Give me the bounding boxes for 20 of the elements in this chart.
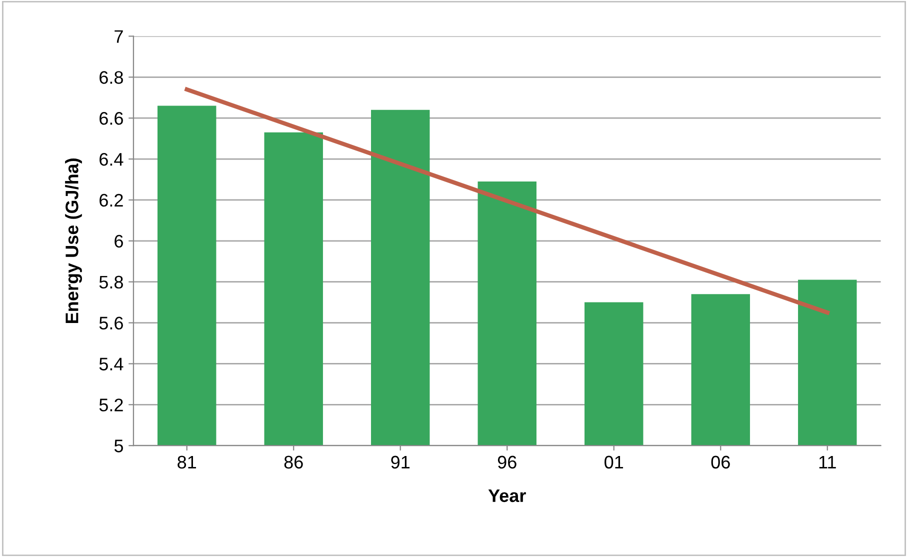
x-tick-label: 86 bbox=[284, 456, 303, 469]
x-tick-label: 11 bbox=[819, 456, 836, 468]
y-tick-label: 6.8 bbox=[100, 71, 123, 84]
y-tick-label: 5.6 bbox=[99, 316, 123, 330]
y-tick-label: 5.8 bbox=[99, 276, 123, 289]
x-tick-label: 96 bbox=[498, 456, 516, 469]
y-tick-label: 5.2 bbox=[99, 398, 123, 412]
x-tick-label: 01 bbox=[604, 456, 624, 469]
x-tick-label: 06 bbox=[711, 456, 730, 469]
y-tick-label: 5.4 bbox=[99, 358, 124, 370]
y-tick-label: 5 bbox=[114, 440, 123, 452]
y-axis-title: Energy Use (GJ/ha) bbox=[65, 158, 82, 323]
y-tick-label: 6.6 bbox=[100, 112, 123, 125]
y-tick-label: 6.2 bbox=[100, 194, 123, 207]
x-tick-label: 81 bbox=[178, 456, 196, 469]
x-axis-title: Year bbox=[488, 489, 526, 502]
y-tick-label: 7 bbox=[114, 30, 123, 43]
y-tick-label: 6 bbox=[114, 234, 123, 248]
y-tick-label: 6.4 bbox=[100, 152, 124, 166]
x-tick-label: 91 bbox=[391, 456, 410, 469]
